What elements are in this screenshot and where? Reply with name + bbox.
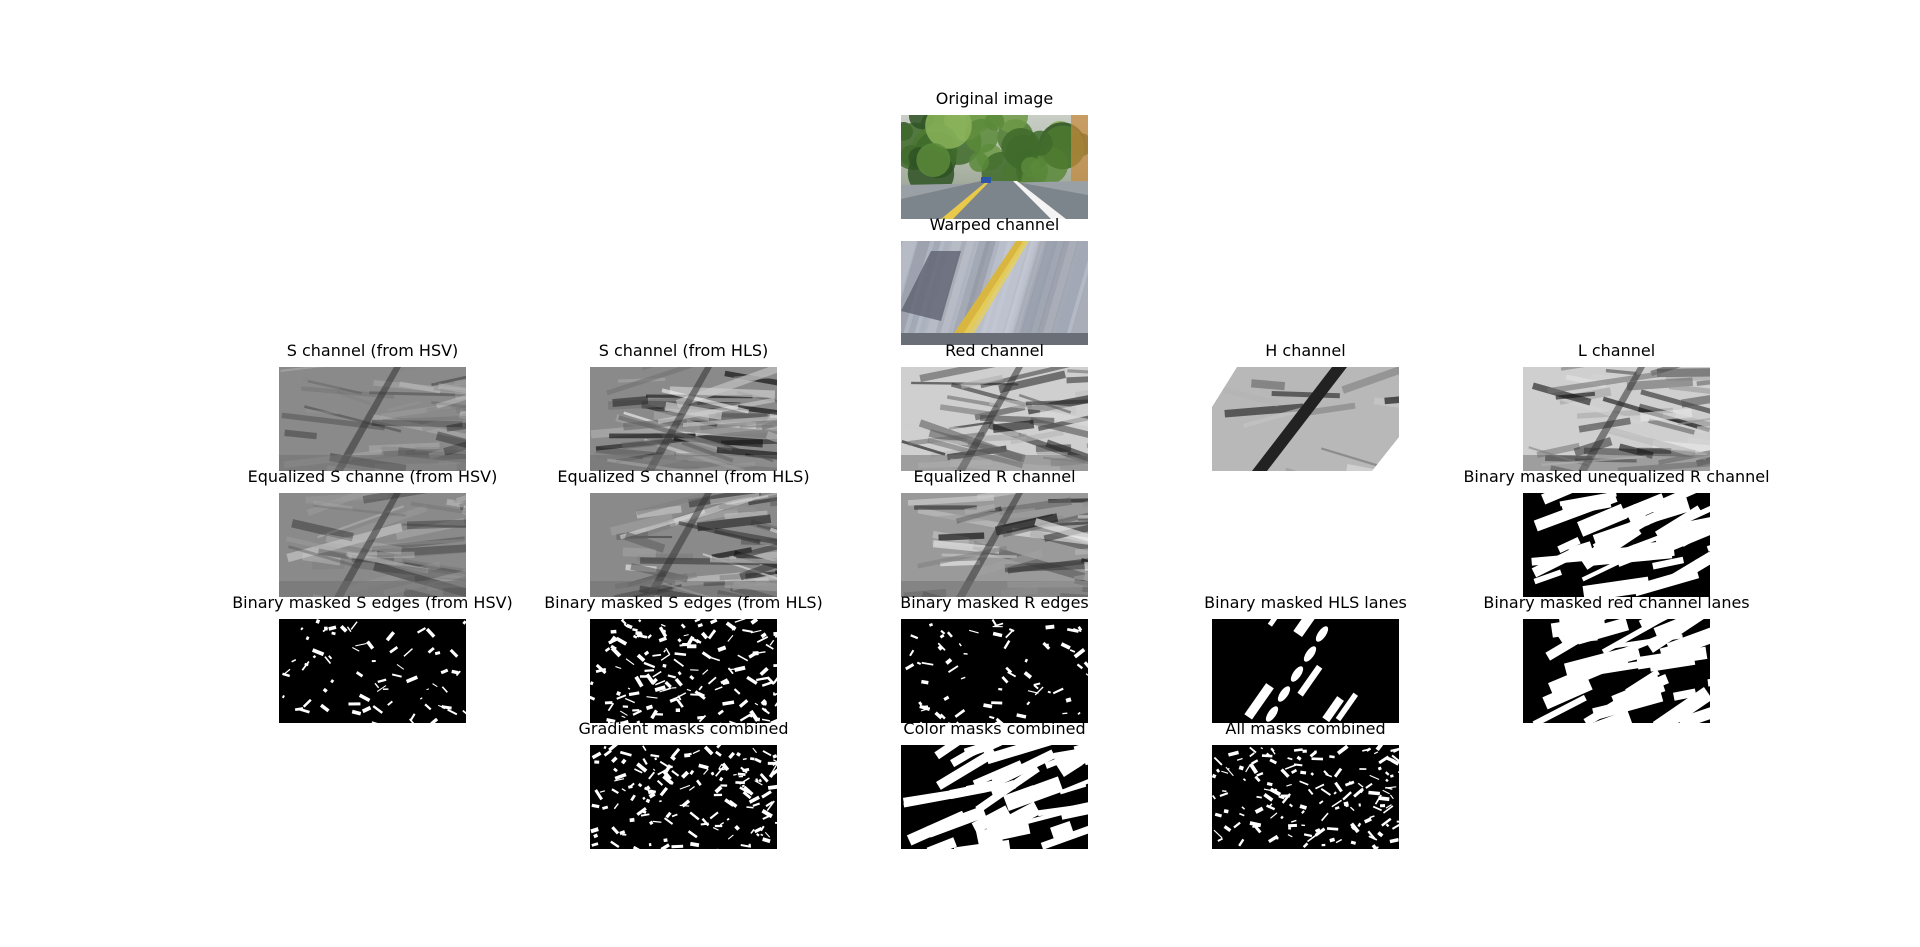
panel-image bbox=[590, 745, 777, 849]
panel-image bbox=[1523, 493, 1710, 597]
panel-title: Binary masked HLS lanes bbox=[1204, 593, 1407, 612]
panel-title: Red channel bbox=[945, 341, 1044, 360]
panel-image bbox=[279, 367, 466, 471]
panel-title: Original image bbox=[935, 89, 1054, 108]
panel-image bbox=[901, 745, 1088, 849]
panel-title: Equalized S channel (from HLS) bbox=[557, 467, 810, 486]
panel-image-graphic bbox=[590, 493, 777, 597]
panel-image-graphic bbox=[1212, 745, 1399, 849]
panel-image bbox=[901, 619, 1088, 723]
panel-image bbox=[590, 493, 777, 597]
panel-title: H channel bbox=[1265, 341, 1346, 360]
panel-image-graphic bbox=[590, 745, 777, 849]
panel-image-graphic bbox=[1212, 367, 1399, 471]
panel-image bbox=[590, 367, 777, 471]
panel-image-graphic bbox=[901, 367, 1088, 471]
panel-image bbox=[901, 115, 1088, 219]
panel-image bbox=[1212, 745, 1399, 849]
panel-image-graphic bbox=[901, 745, 1088, 849]
panel-image bbox=[1212, 619, 1399, 723]
panel-title: All masks combined bbox=[1225, 719, 1386, 738]
panel-image-graphic bbox=[1523, 619, 1710, 723]
panel-title: Binary masked S edges (from HLS) bbox=[544, 593, 823, 612]
panel-title: Color masks combined bbox=[903, 719, 1086, 738]
panel-title: S channel (from HSV) bbox=[286, 341, 459, 360]
panel-image bbox=[1523, 367, 1710, 471]
panel-title: Equalized S channe (from HSV) bbox=[247, 467, 498, 486]
panel-image-graphic bbox=[901, 619, 1088, 723]
panel-image bbox=[901, 241, 1088, 345]
panel-title: Binary masked R edges bbox=[900, 593, 1089, 612]
panel-image-graphic bbox=[279, 367, 466, 471]
panel-image-graphic bbox=[1212, 619, 1399, 723]
panel-title: Gradient masks combined bbox=[578, 719, 789, 738]
panel-image bbox=[590, 619, 777, 723]
panel-image bbox=[901, 493, 1088, 597]
panel-image bbox=[901, 367, 1088, 471]
panel-image bbox=[279, 493, 466, 597]
panel-image bbox=[1212, 367, 1399, 471]
panel-title: Warped channel bbox=[929, 215, 1060, 234]
panel-title: Equalized R channel bbox=[913, 467, 1076, 486]
panel-image-graphic bbox=[901, 241, 1088, 345]
panel-image-graphic bbox=[901, 493, 1088, 597]
panel-title: Binary masked red channel lanes bbox=[1483, 593, 1750, 612]
panel-title: L channel bbox=[1577, 341, 1656, 360]
panel-title: S channel (from HLS) bbox=[598, 341, 769, 360]
panel-image bbox=[1523, 619, 1710, 723]
panel-title: Binary masked unequalized R channel bbox=[1463, 467, 1770, 486]
panel-image-graphic bbox=[590, 619, 777, 723]
panel-title: Binary masked S edges (from HSV) bbox=[232, 593, 513, 612]
panel-image-graphic bbox=[279, 493, 466, 597]
panel-image-graphic bbox=[279, 619, 466, 723]
panel-image-graphic bbox=[590, 367, 777, 471]
panel-image-graphic bbox=[901, 115, 1088, 219]
panel-image bbox=[279, 619, 466, 723]
panel-image-graphic bbox=[1523, 493, 1710, 597]
panel-image-graphic bbox=[1523, 367, 1710, 471]
